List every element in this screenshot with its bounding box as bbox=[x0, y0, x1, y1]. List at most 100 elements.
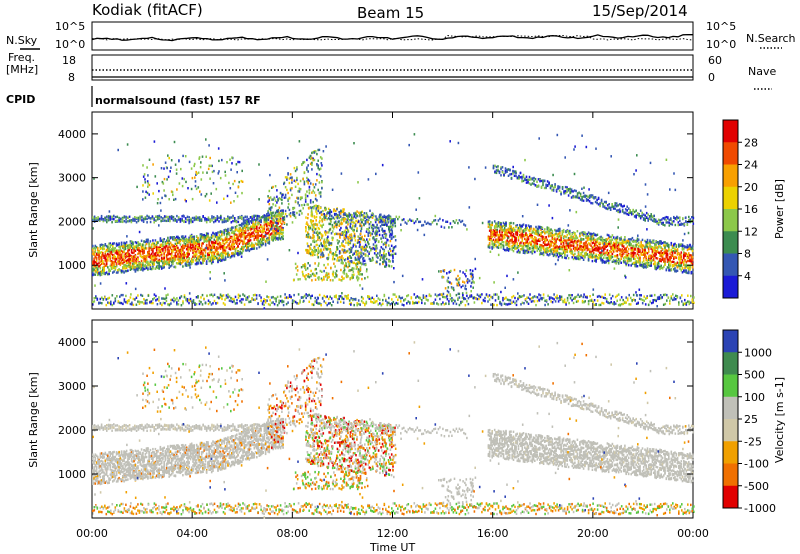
power-cell bbox=[132, 219, 134, 222]
power-cell bbox=[231, 247, 233, 250]
power-cell bbox=[227, 217, 229, 220]
power-cell bbox=[256, 217, 259, 221]
power-cell bbox=[317, 235, 319, 239]
power-cell bbox=[357, 268, 360, 271]
power-cell bbox=[268, 233, 271, 237]
power-cell bbox=[244, 219, 247, 222]
power-cell bbox=[268, 236, 271, 240]
power-cell bbox=[224, 253, 227, 256]
power-cell bbox=[500, 246, 502, 249]
power-cell bbox=[133, 268, 135, 271]
power-cell bbox=[203, 235, 205, 239]
power-cell bbox=[389, 260, 391, 263]
power-cell bbox=[97, 273, 99, 277]
power-cell bbox=[195, 250, 198, 253]
power-cell bbox=[253, 214, 255, 217]
power-cell bbox=[264, 244, 267, 247]
power-cell bbox=[326, 231, 328, 234]
power-cell bbox=[160, 216, 162, 219]
power-cell bbox=[227, 231, 229, 235]
power-cell bbox=[278, 227, 281, 230]
power-cell bbox=[291, 181, 293, 184]
power-cell bbox=[178, 260, 180, 263]
power-cell bbox=[301, 204, 303, 207]
power-cell bbox=[216, 249, 218, 252]
power-cell bbox=[348, 233, 351, 237]
power-cell bbox=[334, 209, 337, 213]
power-cell bbox=[94, 250, 97, 254]
power-cell bbox=[238, 230, 241, 234]
power-cell bbox=[571, 250, 574, 253]
power-cell bbox=[127, 216, 129, 219]
power-cell bbox=[318, 211, 321, 215]
power-cell bbox=[261, 216, 263, 219]
power-cell bbox=[154, 259, 157, 262]
power-cell bbox=[230, 221, 233, 224]
power-cell bbox=[172, 244, 174, 247]
power-cell bbox=[132, 262, 134, 265]
power-cell bbox=[187, 243, 189, 246]
power-cell bbox=[200, 244, 203, 247]
power-cell bbox=[274, 214, 277, 217]
power-cell bbox=[167, 236, 169, 240]
power-cell bbox=[133, 255, 135, 258]
power-cell bbox=[122, 256, 124, 259]
power-cell bbox=[135, 241, 138, 244]
power-cell bbox=[242, 242, 244, 246]
power-cell bbox=[316, 230, 319, 233]
power-cell bbox=[236, 242, 238, 245]
power-cell bbox=[241, 239, 243, 242]
power-cell bbox=[365, 254, 367, 257]
power-cell bbox=[173, 265, 175, 269]
power-cell bbox=[202, 236, 204, 239]
power-cell bbox=[231, 231, 233, 234]
power-cell bbox=[196, 172, 198, 175]
freq-right-tick-bottom: 0 bbox=[708, 71, 715, 84]
power-cell bbox=[182, 260, 184, 263]
power-cell bbox=[228, 237, 231, 241]
power-cell bbox=[161, 196, 163, 200]
power-cell bbox=[135, 221, 138, 224]
power-cell bbox=[266, 223, 268, 227]
power-cell bbox=[247, 245, 249, 249]
power-cell bbox=[128, 260, 130, 263]
power-cell bbox=[145, 247, 148, 250]
power-cell bbox=[360, 237, 362, 241]
power-cell bbox=[551, 229, 554, 233]
power-cell bbox=[221, 254, 223, 257]
power-cell bbox=[135, 216, 138, 220]
power-cell bbox=[205, 240, 208, 243]
power-cell bbox=[137, 218, 140, 222]
power-cell bbox=[154, 267, 157, 270]
power-cell bbox=[152, 251, 154, 254]
power-cell bbox=[207, 232, 209, 235]
power-cell bbox=[376, 217, 378, 220]
power-cell bbox=[347, 230, 349, 233]
power-cell bbox=[228, 245, 231, 248]
power-cell bbox=[163, 246, 165, 249]
power-cell bbox=[124, 252, 127, 256]
power-cell bbox=[154, 239, 157, 242]
power-cell bbox=[377, 240, 380, 244]
power-cell bbox=[178, 240, 180, 244]
power-cell bbox=[286, 178, 288, 181]
power-cell bbox=[273, 225, 276, 228]
power-cell bbox=[246, 220, 248, 223]
power-cell bbox=[132, 241, 134, 244]
power-cell bbox=[145, 242, 148, 246]
power-cell bbox=[274, 238, 277, 241]
power-cell bbox=[147, 240, 149, 244]
power-cell bbox=[227, 219, 229, 222]
power-cell bbox=[286, 188, 288, 192]
power-cell bbox=[310, 250, 313, 254]
freq-right-tick-top: 60 bbox=[708, 54, 722, 67]
power-cell bbox=[179, 249, 182, 253]
power-cell bbox=[200, 255, 203, 259]
power-cell bbox=[546, 238, 549, 242]
power-cell bbox=[187, 239, 189, 242]
power-cell bbox=[323, 278, 325, 281]
power-cell bbox=[266, 220, 268, 224]
power-cell bbox=[218, 234, 221, 237]
power-cell bbox=[198, 255, 200, 258]
power-cell bbox=[372, 237, 374, 240]
